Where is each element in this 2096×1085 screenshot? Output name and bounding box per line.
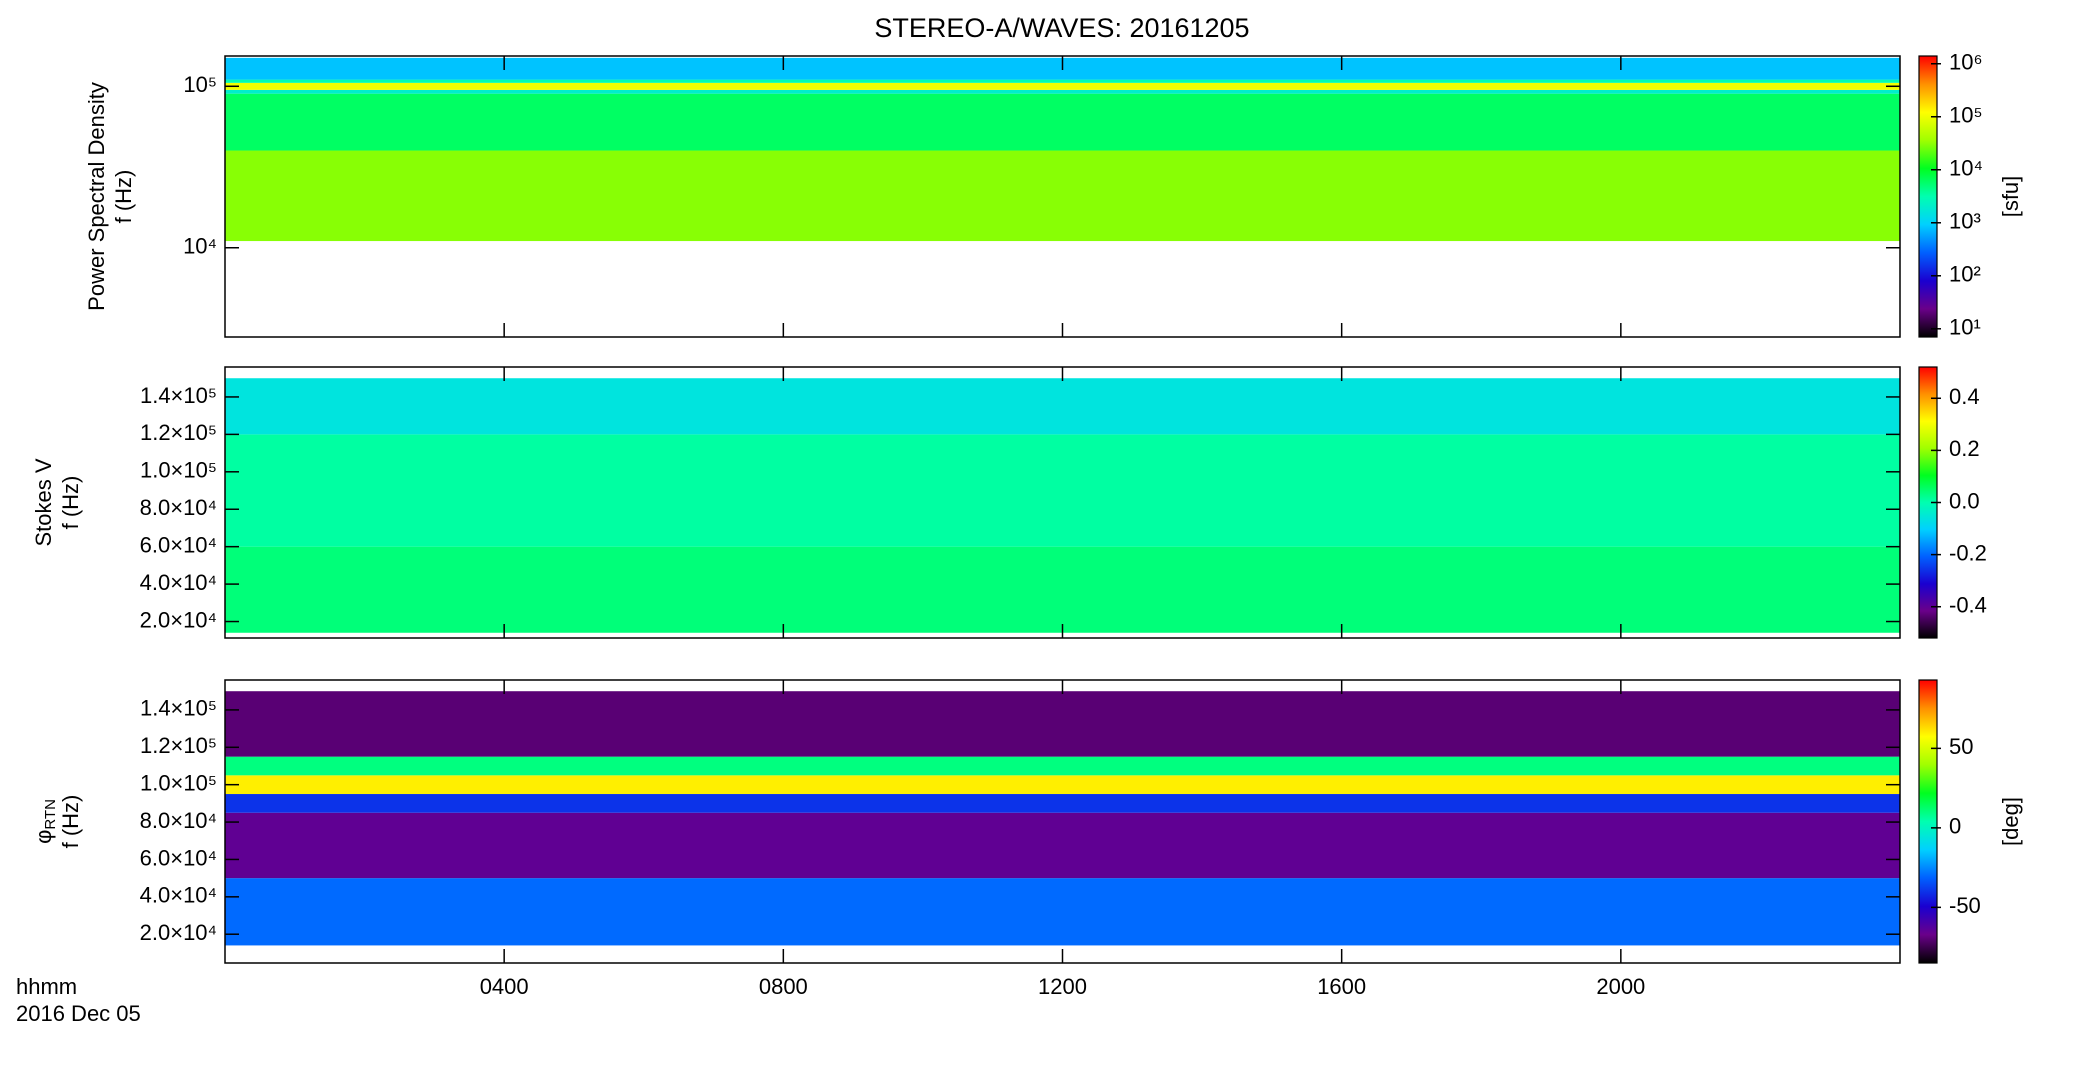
y-tick-label: 2.0×10⁴	[140, 607, 217, 632]
colorbar-tick-label: 10²	[1949, 262, 1981, 287]
colorbar-tick-label: 10⁶	[1949, 50, 1983, 75]
spectrogram-band	[225, 79, 1900, 83]
y-axis-label: f (Hz)	[58, 795, 83, 849]
colorbar	[1918, 679, 1938, 964]
y-tick-label: 10⁴	[183, 234, 217, 259]
spectrogram-band	[225, 812, 1900, 879]
y-tick-label: 1.2×10⁵	[140, 420, 217, 445]
spectrogram-band	[225, 150, 1900, 242]
colorbar-tick-label: 0.0	[1949, 488, 1980, 513]
spectrogram-band	[225, 93, 1900, 151]
colorbar-tick-label: 10¹	[1949, 315, 1981, 340]
colorbar-tick-label: -0.2	[1949, 540, 1987, 565]
y-axis-label: φRTN	[31, 799, 59, 844]
y-axis-label: f (Hz)	[58, 476, 83, 530]
colorbar-tick-label: 0.4	[1949, 384, 1980, 409]
y-tick-label: 4.0×10⁴	[140, 570, 217, 595]
y-tick-label: 1.0×10⁵	[140, 458, 217, 483]
colorbar-tick-label: 50	[1949, 734, 1973, 759]
y-tick-label: 10⁵	[183, 72, 217, 97]
colorbar-label: [deg]	[1998, 797, 2023, 846]
spectrogram-band	[225, 878, 1900, 946]
spectrogram-band	[225, 794, 1900, 813]
y-tick-label: 1.0×10⁵	[140, 770, 217, 795]
spectrogram-band	[225, 546, 1900, 633]
y-tick-label: 1.2×10⁵	[140, 733, 217, 758]
y-axis-label: Power Spectral Density	[84, 82, 109, 311]
chart-title: STEREO-A/WAVES: 20161205	[874, 13, 1249, 43]
colorbar-tick-label: 10⁴	[1949, 156, 1983, 181]
spectrogram-band	[225, 82, 1900, 90]
y-axis-label: f (Hz)	[111, 170, 136, 224]
colorbar-tick-label: 0.2	[1949, 436, 1980, 461]
spectrogram-band	[225, 378, 1900, 435]
x-tick-label: 1600	[1317, 974, 1366, 999]
spectrogram-band	[225, 775, 1900, 795]
colorbar-tick-label: 10³	[1949, 209, 1981, 234]
colorbar-label: [sfu]	[1998, 176, 2023, 218]
x-tick-label: 0800	[759, 974, 808, 999]
y-tick-label: 6.0×10⁴	[140, 532, 217, 557]
y-tick-label: 2.0×10⁴	[140, 920, 217, 945]
spectrogram-band	[225, 89, 1900, 94]
colorbar-tick-label: -50	[1949, 893, 1981, 918]
y-tick-label: 4.0×10⁴	[140, 883, 217, 908]
x-tick-label: 2000	[1596, 974, 1645, 999]
spectrogram-band	[225, 756, 1900, 776]
y-tick-label: 6.0×10⁴	[140, 845, 217, 870]
y-tick-label: 8.0×10⁴	[140, 495, 217, 520]
spectrogram-band	[225, 691, 1900, 757]
colorbar-tick-label: 0	[1949, 814, 1961, 839]
y-axis-label: Stokes V	[31, 458, 56, 546]
x-axis-label: hhmm	[16, 974, 77, 999]
spectrogram-band	[225, 434, 1900, 547]
x-tick-label: 0400	[480, 974, 529, 999]
y-axis-symbol: φ	[31, 830, 56, 844]
x-axis-date: 2016 Dec 05	[16, 1001, 141, 1026]
colorbar-tick-label: 10⁵	[1949, 103, 1983, 128]
y-tick-label: 1.4×10⁵	[140, 383, 217, 408]
x-tick-label: 1200	[1038, 974, 1087, 999]
y-tick-label: 1.4×10⁵	[140, 696, 217, 721]
y-axis-subscript: RTN	[42, 799, 59, 830]
colorbar	[1918, 55, 1938, 338]
colorbar-tick-label: -0.4	[1949, 593, 1987, 618]
y-tick-label: 8.0×10⁴	[140, 808, 217, 833]
